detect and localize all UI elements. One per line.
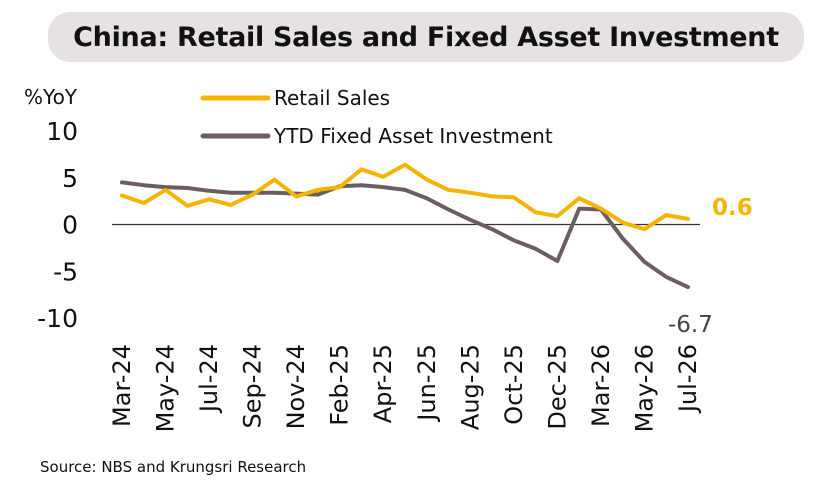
retail-sales-point [294,194,298,198]
x-tick-label: Jul-26 [674,344,702,414]
x-tick-label: May-26 [630,344,658,432]
x-tick-label: Mar-26 [587,344,615,427]
retail-sales-point [577,196,581,200]
chart-title: China: Retail Sales and Fixed Asset Inve… [73,21,779,53]
retail-end-label: 0.6 [712,195,753,221]
fai-line [120,180,690,290]
retail-sales-point [164,188,168,192]
retail-sales-point [360,167,364,171]
retail-sales-point [468,191,472,195]
fai-point [555,259,559,263]
title-bar: China: Retail Sales and Fixed Asset Inve… [48,12,804,62]
x-tick-label: Feb-25 [326,344,354,426]
x-tick-label: Oct-25 [500,344,528,425]
retail-sales-point [403,163,407,167]
fai-point [207,189,211,193]
x-tick-label: Apr-25 [369,344,397,423]
fai-point [643,260,647,264]
fai-point [360,183,364,187]
retail-sales-point [512,195,516,199]
fai-end-label: -6.7 [668,312,713,338]
fai-point [534,247,538,251]
fai-point [512,238,516,242]
fai-point [142,183,146,187]
retail-sales-point [272,178,276,182]
fai-point [425,196,429,200]
retail-sales-point [381,175,385,179]
retail-sales-point [599,207,603,211]
legend-label-1: Retail Sales [274,86,390,110]
retail-sales-point [490,194,494,198]
legend-label-2: YTD Fixed Asset Investment [273,124,553,148]
y-tick-label: 0 [62,211,78,240]
retail-sales-point [621,221,625,225]
fai-point [664,275,668,279]
x-tick-label: Aug-25 [456,344,484,430]
fai-point [447,208,451,212]
retail-sales-point [534,210,538,214]
retail-sales-point [555,214,559,218]
y-tick-label: -5 [53,257,78,286]
y-axis-label: %YoY [24,85,78,109]
fai-point [468,218,472,222]
retail-sales-point [664,213,668,217]
retail-sales-point [643,227,647,231]
x-tick-label: Sep-24 [239,344,267,428]
x-tick-label: Mar-24 [108,344,136,427]
fai-point [185,186,189,190]
y-tick-label: 10 [46,117,78,146]
fai-point [120,180,124,184]
fai-point [229,191,233,195]
fai-point [490,227,494,231]
fai-point [621,237,625,241]
fai-point [272,191,276,195]
fai-point [577,207,581,211]
retail-sales-point [142,201,146,205]
fai-point [403,188,407,192]
y-tick-label: -10 [37,304,78,333]
retail-sales-line [120,162,690,232]
x-tick-label: Dec-25 [543,344,571,430]
x-tick-label: Jul-24 [195,344,223,414]
retail-sales-point [185,204,189,208]
retail-sales-point [338,185,342,189]
fai-point [686,285,690,289]
retail-sales-point [207,197,211,201]
fai-point [316,193,320,197]
fai-point [381,185,385,189]
y-tick-label: 5 [62,164,78,193]
x-tick-label: Jun-25 [413,344,441,423]
source-note: Source: NBS and Krungsri Research [40,458,307,476]
retail-sales-point [316,188,320,192]
x-tick-label: Nov-24 [282,344,310,429]
x-tick-label: May-24 [152,344,180,432]
retail-sales-point [120,194,124,198]
retail-sales-point [229,203,233,207]
retail-sales-point [251,193,255,197]
retail-sales-point [425,178,429,182]
retail-sales-point [686,217,690,221]
retail-sales-point [447,188,451,192]
